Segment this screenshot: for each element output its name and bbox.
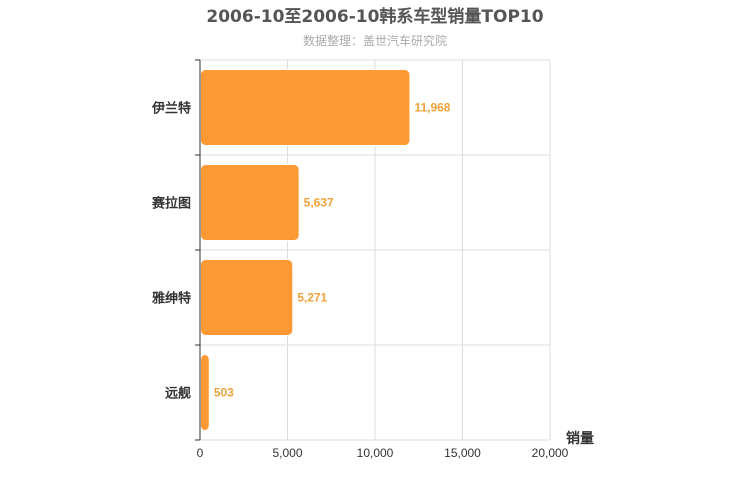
y-tick-label: 赛拉图 (151, 196, 191, 212)
x-tick-label: 0 (197, 446, 204, 460)
chart-title: 2006-10至2006-10韩系车型销量TOP10 (206, 6, 543, 27)
data-label: 503 (214, 386, 234, 400)
bar[interactable] (200, 164, 300, 241)
y-tick-label: 远舰 (165, 386, 191, 402)
y-tick-label: 雅绅特 (152, 291, 191, 307)
data-label: 11,968 (414, 101, 450, 115)
x-axis-title: 销量 (566, 430, 594, 447)
bars: 11,968 5,637 5,271 503 (200, 69, 451, 431)
data-label: 5,271 (297, 291, 327, 305)
chart-subtitle: 数据整理：盖世汽车研究院 (303, 33, 447, 48)
x-tick-label: 20,000 (532, 446, 569, 460)
bar[interactable] (200, 354, 210, 431)
bar[interactable] (200, 259, 294, 336)
x-tick-label: 5,000 (272, 446, 302, 460)
x-tick-label: 10,000 (357, 446, 394, 460)
bar[interactable] (200, 69, 411, 146)
data-label: 5,637 (304, 196, 334, 210)
x-tick-label: 15,000 (444, 446, 481, 460)
y-tick-label: 伊兰特 (151, 101, 191, 117)
